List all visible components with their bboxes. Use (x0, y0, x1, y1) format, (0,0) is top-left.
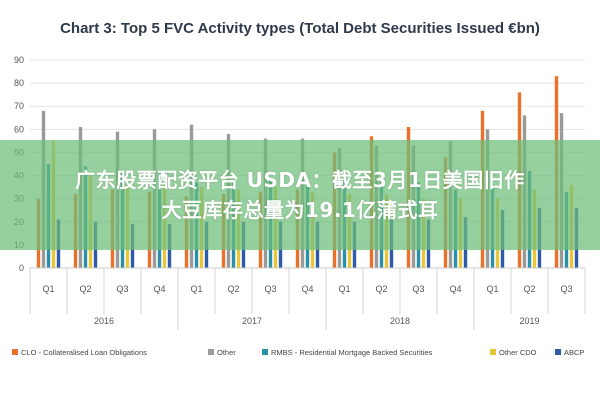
headline-banner: 广东股票配资平台 USDA：截至3月1日美国旧作 大豆库存总量为19.1亿蒲式耳 (0, 140, 600, 250)
x-tick-label: Q4 (153, 284, 165, 294)
y-tick-label: 70 (14, 101, 24, 111)
banner-line-2: 大豆库存总量为19.1亿蒲式耳 (161, 198, 439, 222)
x-tick-label: Q2 (375, 284, 387, 294)
legend-label: Other (217, 348, 236, 357)
y-tick-label: 90 (14, 55, 24, 65)
x-tick-label: Q3 (412, 284, 424, 294)
legend-swatch (262, 349, 268, 355)
x-tick-label: Q2 (227, 284, 239, 294)
legend-swatch (208, 349, 214, 355)
legend-label: ABCP (564, 348, 584, 357)
y-tick-label: 0 (19, 263, 24, 273)
legend-swatch (555, 349, 561, 355)
x-tick-label: Q1 (338, 284, 350, 294)
legend-label: RMBS - Residential Mortgage Backed Secur… (271, 348, 433, 357)
x-group-label: 2019 (519, 316, 539, 326)
legend: CLO - Collateralised Loan Obligations Oth… (12, 348, 584, 357)
x-tick-label: Q1 (42, 284, 54, 294)
legend-swatch (490, 349, 496, 355)
x-tick-label: Q4 (301, 284, 313, 294)
x-axis: Q1 Q2 Q3 Q4 Q1 Q2 Q3 Q4 Q1 Q2 Q3 Q4 Q1 Q2 Q3 2016 2017 20… (29, 267, 586, 330)
y-tick-label: 80 (14, 78, 24, 88)
x-tick-label: Q2 (79, 284, 91, 294)
y-tick-label: 60 (14, 124, 24, 134)
x-group-label: 2017 (242, 316, 262, 326)
x-tick-label: Q1 (486, 284, 498, 294)
legend-swatch (12, 349, 18, 355)
x-tick-label: Q3 (116, 284, 128, 294)
x-tick-label: Q4 (449, 284, 461, 294)
x-group-label: 2016 (94, 316, 114, 326)
x-tick-label: Q3 (264, 284, 276, 294)
x-tick-label: Q1 (190, 284, 202, 294)
chart-title: Chart 3: Top 5 FVC Activity types (Total… (60, 20, 540, 37)
legend-label: Other CDO (499, 348, 537, 357)
banner-line-1: 广东股票配资平台 USDA：截至3月1日美国旧作 (75, 168, 525, 192)
x-group-label: 2018 (390, 316, 410, 326)
x-tick-label: Q3 (560, 284, 572, 294)
legend-label: CLO - Collateralised Loan Obligations (21, 348, 147, 357)
x-tick-label: Q2 (523, 284, 535, 294)
